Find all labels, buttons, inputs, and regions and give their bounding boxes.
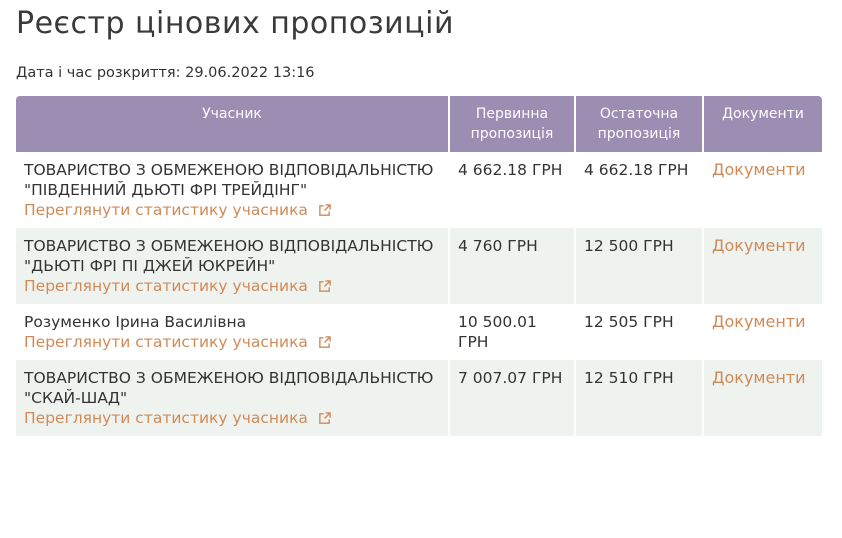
bids-table: Учасник Первинна пропозиція Остаточна пр… [14, 96, 824, 436]
view-stats-link[interactable]: Переглянути статистику учасника [24, 408, 331, 428]
page-title: Реєстр цінових пропозицій [16, 6, 454, 41]
final-bid: 12 510 ГРН [576, 360, 702, 436]
table-row: ТОВАРИСТВО З ОБМЕЖЕНОЮ ВІДПОВІДАЛЬНІСТЮ … [16, 360, 822, 436]
header-participant: Учасник [16, 96, 448, 152]
documents-link[interactable]: Документи [712, 160, 806, 179]
view-stats-label: Переглянути статистику учасника [24, 409, 308, 427]
view-stats-link[interactable]: Переглянути статистику учасника [24, 332, 331, 352]
external-link-icon [319, 203, 331, 216]
final-bid: 12 505 ГРН [584, 313, 674, 331]
final-bid: 12 500 ГРН [576, 228, 702, 304]
view-stats-link[interactable]: Переглянути статистику учасника [24, 200, 331, 220]
external-link-icon [319, 335, 331, 348]
header-documents: Документи [704, 96, 822, 152]
header-final: Остаточна пропозиція [576, 96, 702, 152]
table-row: ТОВАРИСТВО З ОБМЕЖЕНОЮ ВІДПОВІДАЛЬНІСТЮ … [16, 152, 822, 228]
header-initial: Первинна пропозиція [450, 96, 574, 152]
participant-name: ТОВАРИСТВО З ОБМЕЖЕНОЮ ВІДПОВІДАЛЬНІСТЮ … [24, 161, 434, 199]
participant-name: ТОВАРИСТВО З ОБМЕЖЕНОЮ ВІДПОВІДАЛЬНІСТЮ … [24, 237, 434, 275]
opening-date: Дата і час розкриття: 29.06.2022 13:16 [16, 65, 315, 81]
view-stats-label: Переглянути статистику учасника [24, 333, 308, 351]
documents-link[interactable]: Документи [712, 312, 806, 331]
view-stats-link[interactable]: Переглянути статистику учасника [24, 276, 331, 296]
initial-bid: 4 760 ГРН [450, 228, 574, 304]
view-stats-label: Переглянути статистику учасника [24, 277, 308, 295]
initial-bid: 4 662.18 ГРН [458, 161, 563, 179]
final-bid: 4 662.18 ГРН [584, 161, 689, 179]
view-stats-label: Переглянути статистику учасника [24, 201, 308, 219]
initial-bid: 10 500.01 ГРН [458, 313, 537, 351]
external-link-icon [319, 279, 331, 292]
table-row: ТОВАРИСТВО З ОБМЕЖЕНОЮ ВІДПОВІДАЛЬНІСТЮ … [16, 228, 822, 304]
table-row: Розуменко Ірина Василівна Переглянути ст… [16, 304, 822, 360]
documents-link[interactable]: Документи [712, 236, 806, 255]
participant-name: ТОВАРИСТВО З ОБМЕЖЕНОЮ ВІДПОВІДАЛЬНІСТЮ … [24, 369, 434, 407]
documents-link[interactable]: Документи [712, 368, 806, 387]
participant-name: Розуменко Ірина Василівна [24, 313, 247, 331]
initial-bid: 7 007.07 ГРН [450, 360, 574, 436]
external-link-icon [319, 411, 331, 424]
